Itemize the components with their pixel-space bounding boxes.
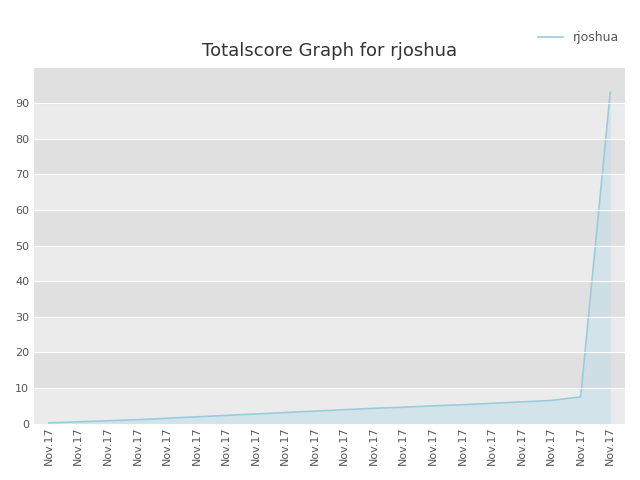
rjoshua: [606, 90, 614, 96]
rjoshua: [370, 406, 378, 411]
Line: rjoshua: rjoshua: [49, 93, 610, 423]
Bar: [34, 210, 625, 246]
rjoshua: [340, 407, 348, 413]
rjoshua: [518, 399, 525, 405]
Bar: [34, 388, 625, 423]
rjoshua: [547, 397, 555, 403]
rjoshua: [282, 409, 289, 415]
Bar: [34, 174, 625, 210]
rjoshua: [163, 415, 171, 421]
rjoshua: [252, 411, 259, 417]
Title: Totalscore Graph for rjoshua: Totalscore Graph for rjoshua: [202, 42, 457, 60]
rjoshua: [222, 412, 230, 418]
rjoshua: [193, 414, 200, 420]
Bar: [34, 139, 625, 174]
Bar: [34, 352, 625, 388]
rjoshua: [311, 408, 319, 414]
rjoshua: [577, 394, 584, 400]
Bar: [34, 103, 625, 139]
Bar: [34, 281, 625, 317]
Bar: [34, 68, 625, 103]
rjoshua: [134, 417, 141, 422]
rjoshua: [429, 403, 436, 408]
rjoshua: [74, 419, 82, 425]
Bar: [34, 317, 625, 352]
rjoshua: [45, 420, 52, 426]
rjoshua: [459, 402, 467, 408]
Legend: rjoshua: rjoshua: [538, 31, 619, 44]
rjoshua: [104, 418, 112, 424]
rjoshua: [399, 404, 407, 410]
rjoshua: [488, 400, 496, 406]
Bar: [34, 246, 625, 281]
